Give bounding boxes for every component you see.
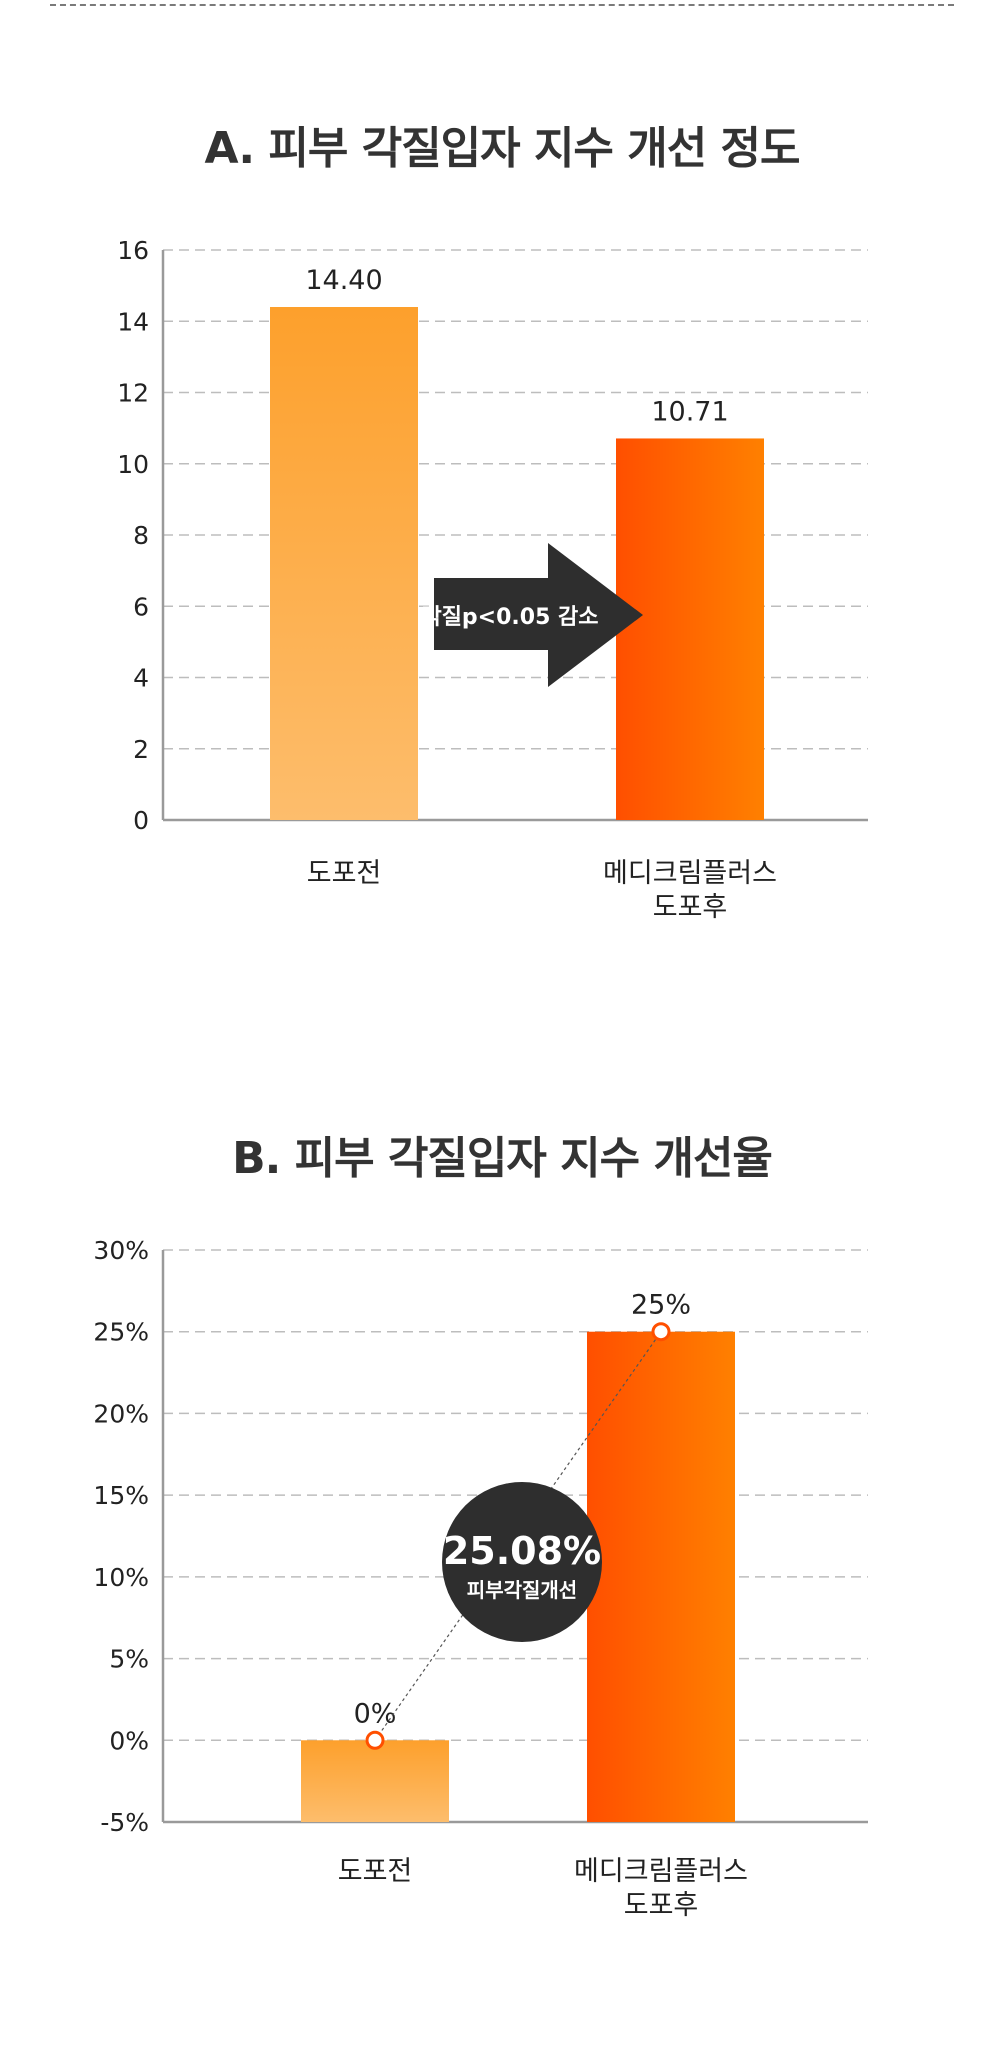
category-label: 메디크림플러스 [574,1856,748,1887]
improvement-value: 25.08% [443,1529,601,1573]
category-label: 도포전 [307,858,382,889]
improvement-caption: 피부각질개선 [467,1578,577,1602]
arrow-annotation-label: 각질p<0.05 감소 [421,605,598,630]
bar-before [270,307,418,820]
data-point-marker [651,1322,671,1342]
y-tick-label: 12 [117,379,149,408]
y-tick-label: 25% [93,1318,149,1347]
category-label: 도포전 [338,1856,413,1887]
y-tick-label: 14 [117,307,149,336]
decrease-arrow [434,543,643,687]
y-tick-label: 10 [117,450,149,479]
chart-b-title: B. 피부 각질입자 지수 개선율 [232,1133,773,1184]
category-label: 도포후 [624,1890,699,1921]
bar-before [301,1740,449,1822]
y-tick-label: 10% [93,1563,149,1592]
y-tick-label: 16 [117,236,149,265]
bar-value-label: 25% [631,1290,691,1321]
y-tick-label: 15% [93,1481,149,1510]
y-tick-label: 2 [133,735,149,764]
y-tick-label: 6 [133,592,149,621]
y-tick-label: 0% [109,1726,149,1755]
bar-value-label: 0% [354,1698,397,1729]
data-point-marker [365,1730,385,1750]
category-label: 메디크림플러스 [603,858,777,889]
y-tick-label: 20% [93,1399,149,1428]
bar-after [616,438,764,820]
y-tick-label: 30% [93,1236,149,1265]
y-tick-label: 8 [133,521,149,550]
y-tick-label: 4 [133,664,149,693]
y-tick-label: 0 [133,806,149,835]
bar-value-label: 10.71 [651,396,728,427]
chart-a-title: A. 피부 각질입자 지수 개선 정도 [204,123,801,174]
bar-value-label: 14.40 [305,265,382,296]
improvement-badge [442,1482,602,1642]
trend-line [374,1331,662,1741]
top-dashed-divider [50,4,954,6]
category-label: 도포후 [653,892,728,923]
bar-after [587,1331,735,1822]
y-tick-label: -5% [100,1808,149,1837]
y-tick-label: 5% [109,1645,149,1674]
